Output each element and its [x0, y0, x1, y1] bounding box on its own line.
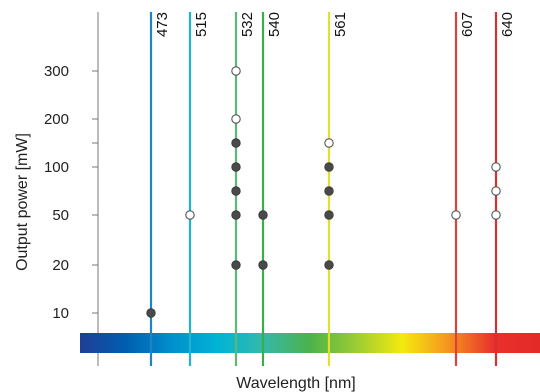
data-point: [324, 210, 334, 220]
wavelength-label-532: 532: [239, 12, 256, 37]
wavelength-lines: 473 515 532 540 561 607 640: [149, 12, 516, 366]
data-point: [491, 210, 501, 220]
data-point: [231, 186, 241, 196]
data-point: [231, 162, 241, 172]
y-tick-label: 300: [44, 63, 69, 80]
data-point: [324, 162, 334, 172]
wavelength-label-515: 515: [193, 12, 210, 37]
data-point: [231, 210, 241, 220]
y-tick-label: 10: [52, 305, 69, 322]
data-point: [231, 260, 241, 270]
wavelength-label-561: 561: [332, 12, 349, 37]
wavelength-label-607: 607: [459, 12, 476, 37]
wavelength-label-473: 473: [154, 12, 171, 37]
data-point: [324, 138, 334, 148]
data-point: [185, 210, 195, 220]
data-point: [231, 114, 241, 124]
x-axis-title: Wavelength [nm]: [236, 375, 355, 392]
y-tick-label: 200: [44, 111, 69, 128]
y-axis-title: Output power [mW]: [14, 133, 31, 271]
data-point: [491, 186, 501, 196]
spectrum-bar: [80, 333, 540, 353]
y-axis-ticks: 10 20 50 100 200 300: [44, 63, 98, 322]
data-point: [258, 210, 268, 220]
data-point: [231, 66, 241, 76]
y-tick-label: 100: [44, 159, 69, 176]
data-point: [491, 162, 501, 172]
data-point: [258, 260, 268, 270]
data-point: [146, 308, 156, 318]
data-point: [324, 186, 334, 196]
data-point: [451, 210, 461, 220]
data-point: [324, 260, 334, 270]
wavelength-label-640: 640: [499, 12, 516, 37]
data-point: [231, 138, 241, 148]
y-tick-label: 50: [52, 207, 69, 224]
data-points: [146, 66, 501, 318]
y-tick-label: 20: [52, 257, 69, 274]
wavelength-label-540: 540: [266, 12, 283, 37]
